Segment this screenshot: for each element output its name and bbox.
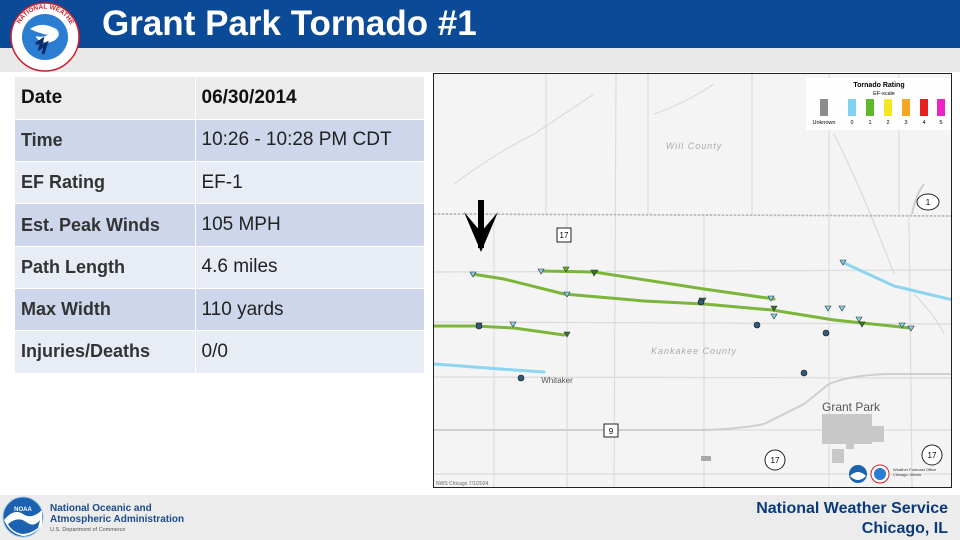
route-17-label: 17 — [560, 231, 569, 240]
table-row: Est. Peak Winds 105 MPH — [15, 203, 425, 247]
row-value: 4.6 miles — [195, 246, 425, 289]
table-row: Time 10:26 - 10:28 PM CDT — [15, 119, 425, 163]
noaa-logo: NOAA — [2, 496, 44, 538]
legend-swatch-ef5 — [937, 99, 945, 116]
route-9-shield: 9 — [603, 423, 619, 438]
county-line — [434, 213, 951, 217]
town-label-grant-park: Grant Park — [822, 400, 881, 414]
county-label-kankakee: Kankakee County — [651, 346, 737, 356]
tornado-info-table: Date 06/30/2014 Time 10:26 - 10:28 PM CD… — [15, 77, 425, 374]
row-value: 10:26 - 10:28 PM CDT — [195, 119, 425, 163]
row-value: EF-1 — [195, 161, 425, 205]
header-band — [0, 48, 960, 72]
row-label: Max Width — [15, 288, 196, 332]
legend-label: 1 — [868, 120, 871, 126]
map-canvas: 17 9 17 17 1 Will County Kankakee County… — [434, 74, 951, 487]
route-1-shield: 1 — [916, 193, 940, 211]
grant-park-town — [822, 414, 884, 463]
route-17-label: 17 — [928, 451, 937, 460]
map-logos: Weather Forecast Office Chicago, Illinoi… — [849, 464, 937, 484]
noaa-department: U.S. Department of Commerce — [50, 527, 126, 533]
legend-label: 3 — [904, 120, 907, 126]
building — [701, 456, 711, 461]
table-row: Path Length 4.6 miles — [15, 246, 425, 289]
town-label-whitaker: Whitaker — [541, 376, 573, 385]
row-label: Date — [15, 77, 196, 120]
legend-swatch-unknown — [820, 99, 828, 116]
route-17-shield-c: 17 — [921, 444, 943, 466]
nws-footer-block: National Weather Service Chicago, IL — [756, 499, 948, 539]
map-legend: Tornado Rating EF-scale Unknown 0 1 2 3 … — [806, 78, 951, 130]
row-label: Path Length — [15, 246, 196, 289]
nws-footer-line1: National Weather Service — [756, 500, 948, 517]
table-row: Max Width 110 yards — [15, 288, 425, 332]
legend-label: 4 — [922, 120, 925, 126]
tornado-track-map[interactable]: 17 9 17 17 1 Will County Kankakee County… — [433, 73, 952, 488]
ef0-tracks — [434, 260, 951, 374]
page-title: Grant Park Tornado #1 — [102, 4, 477, 43]
legend-swatch-ef0 — [848, 99, 856, 116]
legend-label: 2 — [886, 120, 889, 126]
route-17-shield-b: 17 — [764, 449, 786, 471]
ef1-tracks — [434, 269, 912, 337]
row-label: EF Rating — [15, 161, 196, 205]
wfo-label: Weather Forecast Office Chicago, Illinoi… — [893, 467, 937, 477]
row-value: 0/0 — [195, 330, 425, 374]
route-17-shield-a: 17 — [556, 227, 572, 243]
county-label-will: Will County — [666, 141, 722, 151]
row-label: Injuries/Deaths — [15, 330, 196, 374]
highway-17 — [434, 373, 951, 431]
route-17-label: 17 — [771, 456, 780, 465]
row-label: Time — [15, 119, 196, 163]
legend-swatch-ef1 — [866, 99, 874, 116]
table-row: Date 06/30/2014 — [15, 77, 425, 120]
nws-footer-line2: Chicago, IL — [861, 520, 948, 537]
legend-label: 5 — [939, 120, 942, 126]
table-row: Injuries/Deaths 0/0 — [15, 330, 425, 374]
legend-subtitle: EF-scale — [873, 91, 895, 97]
creeks — [453, 83, 945, 335]
route-9-label: 9 — [609, 427, 614, 436]
damage-dots — [475, 298, 830, 382]
legend-swatch-ef4 — [920, 99, 928, 116]
svg-text:NOAA: NOAA — [14, 507, 32, 513]
table-row: EF Rating EF-1 — [15, 161, 425, 205]
header-bar — [0, 0, 960, 48]
highway-1 — [911, 183, 925, 215]
legend-title: Tornado Rating — [853, 82, 904, 89]
row-value: 06/30/2014 — [195, 77, 425, 120]
legend-swatch-ef3 — [902, 99, 910, 116]
row-label: Est. Peak Winds — [15, 203, 196, 247]
legend-swatch-ef2 — [884, 99, 892, 116]
legend-label: 0 — [850, 120, 853, 126]
row-value: 105 MPH — [195, 203, 425, 247]
footer-bar — [0, 495, 960, 540]
tornado-start-arrow — [464, 200, 498, 252]
row-value: 110 yards — [195, 288, 425, 332]
nws-logo: NATIONAL WEATHER SERVICE — [6, 2, 80, 72]
map-credit: NWS Chicago 7/1/2024 — [436, 481, 488, 487]
noaa-name: National Oceanic and Atmospheric Adminis… — [50, 503, 185, 525]
legend-label-unknown: Unknown — [813, 120, 836, 126]
route-1-label: 1 — [926, 198, 931, 207]
